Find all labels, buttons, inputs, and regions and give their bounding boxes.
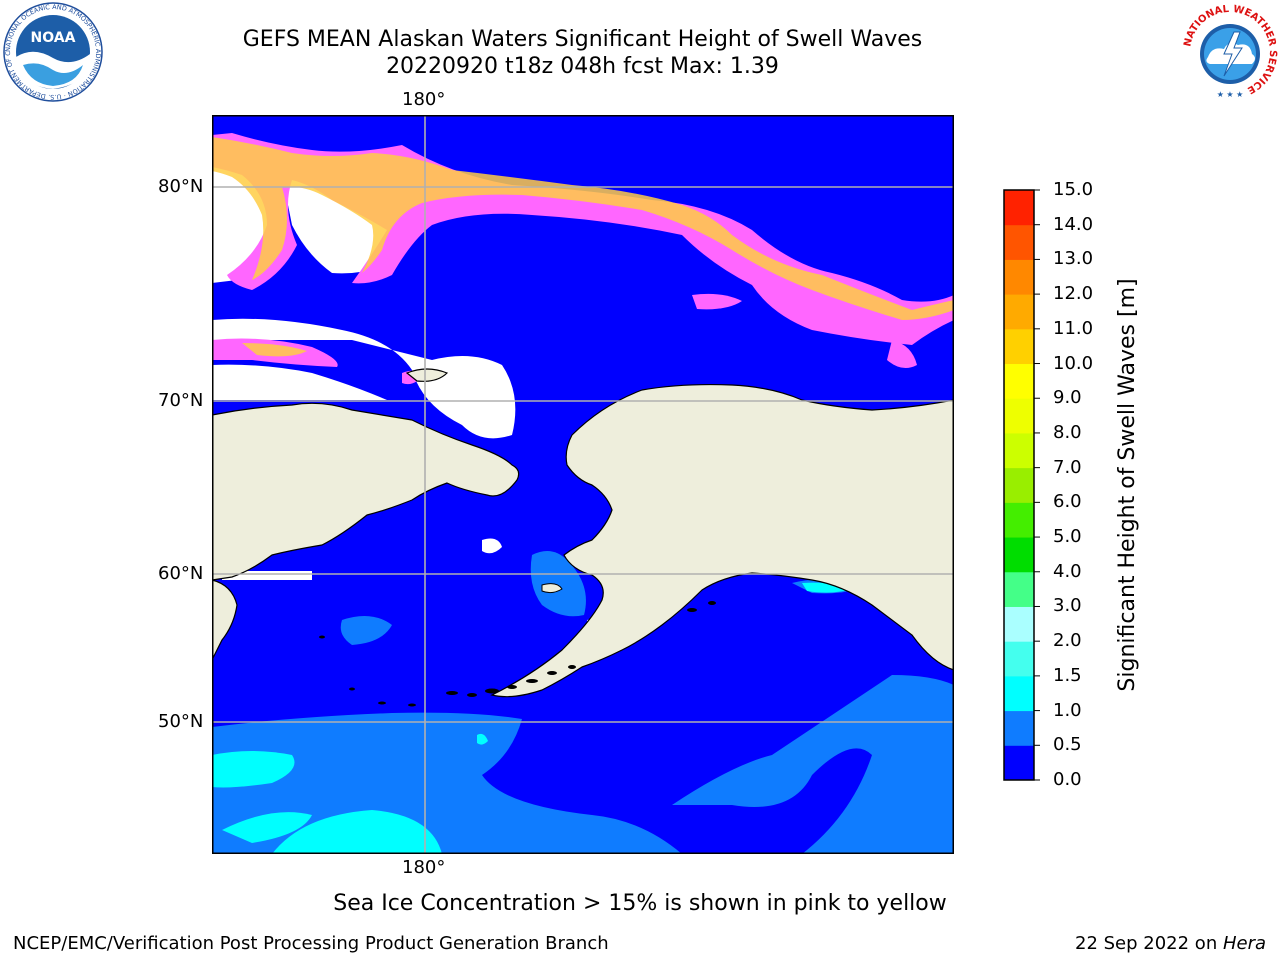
colorbar-segment: [1004, 363, 1034, 399]
lat-label-70n: 70°N: [158, 390, 204, 411]
nws-logo: NATIONAL WEATHER SERVICE ★ ★ ★: [1182, 4, 1278, 100]
map-panel[interactable]: [212, 115, 954, 854]
lat-label-50n: 50°N: [158, 711, 204, 732]
colorbar-tick-label: 0.0: [1053, 769, 1082, 790]
swell-zone-high-2: [222, 812, 312, 843]
noaa-logo: NATIONAL OCEANIC AND ATMOSPHERIC ADMINIS…: [3, 2, 103, 102]
colorbar-tick-label: 15.0: [1053, 179, 1094, 200]
swell-zone-high-5: [477, 733, 488, 745]
swell-zone-bering-west: [340, 616, 392, 645]
colorbar-segment: [1004, 537, 1034, 573]
no-data-area-4: [212, 364, 387, 400]
aleutian-islands: [319, 601, 716, 707]
swell-zone-high: [212, 751, 295, 788]
colorbar-label: Significant Height of Swell Waves [m]: [1115, 278, 1140, 692]
colorbar-tick-label: 8.0: [1053, 421, 1082, 443]
land-island-nunivak: [541, 583, 563, 594]
colorbar-segment: [1004, 190, 1034, 226]
colorbar-segment: [1004, 398, 1034, 434]
footer-date-text: 22 Sep 2022 on: [1075, 933, 1223, 954]
noaa-text: NOAA: [31, 30, 76, 46]
colorbar-tick-label: 6.0: [1053, 491, 1082, 513]
colorbar-tick-label: 14.0: [1053, 213, 1094, 235]
map-frame: [212, 115, 954, 854]
colorbar-tick-label: 0.5: [1053, 734, 1082, 756]
land-kamchatka: [212, 579, 238, 661]
land-alaska: [490, 383, 954, 698]
chart-title: GEFS MEAN Alaskan Waters Significant Hei…: [242, 27, 923, 52]
colorbar-tick-label: 7.0: [1053, 456, 1082, 478]
lat-label-60n: 60°N: [158, 563, 204, 584]
sea-ice-note: Sea Ice Concentration > 15% is shown in …: [333, 891, 947, 916]
colorbar-segment: [1004, 294, 1034, 330]
swell-zone-high-4: [802, 582, 852, 593]
colorbar-segment: [1004, 571, 1034, 607]
colorbar-tick-label: 11.0: [1053, 317, 1094, 339]
footer-credit: NCEP/EMC/Verification Post Processing Pr…: [13, 933, 609, 954]
sea-ice-west-strip-core: [242, 343, 307, 357]
colorbar-tick-label: 4.0: [1053, 560, 1082, 582]
svg-text:★ ★ ★: ★ ★ ★: [1217, 90, 1244, 99]
sea-ice-patch-east-2: [887, 340, 917, 369]
lon-label-bottom: 180°: [402, 857, 446, 878]
land-st-lawrence: [405, 368, 449, 382]
colorbar-segment: [1004, 467, 1034, 503]
colorbar-tick-label: 3.0: [1053, 595, 1082, 617]
lat-label-80n: 80°N: [158, 176, 204, 197]
colorbar-tick-label: 5.0: [1053, 526, 1082, 548]
colorbar-segment: [1004, 675, 1034, 712]
sea-ice-patch-east: [692, 293, 742, 310]
colorbar-tick-label: 1.5: [1053, 664, 1082, 686]
colorbar-segment: [1004, 710, 1034, 746]
sea-ice-core: [212, 137, 954, 320]
colorbar-segment: [1004, 606, 1034, 642]
colorbar-tick-label: 12.0: [1053, 283, 1094, 305]
colorbar-segment: [1004, 432, 1034, 469]
swell-zone-high-3: [272, 810, 442, 854]
no-data-area-3: [212, 318, 516, 439]
colorbar-segment: [1004, 328, 1034, 365]
colorbar-tick-label: 10.0: [1053, 352, 1094, 374]
graticule: [212, 115, 954, 854]
colorbar-segment: [1004, 745, 1034, 781]
colorbar-segment: [1004, 224, 1034, 260]
colorbar-frame: [1003, 189, 1035, 781]
footer-date: 22 Sep 2022 on Hera: [1075, 933, 1266, 954]
footer-host: Hera: [1222, 933, 1266, 954]
swell-zone-mid-east: [672, 675, 954, 854]
colorbar-tick-label: 1.0: [1053, 699, 1082, 721]
lon-label-top: 180°: [402, 89, 446, 110]
colorbar: [1003, 189, 1040, 781]
colorbar-segment: [1004, 259, 1034, 295]
no-data-area-6: [482, 538, 502, 554]
colorbar-segment: [1004, 502, 1034, 538]
colorbar-tick-label: 13.0: [1053, 248, 1094, 270]
chart-subtitle: 20220920 t18z 048h fcst Max: 1.39: [386, 54, 779, 79]
swell-zone-bering: [530, 551, 586, 617]
land-chukotka: [212, 402, 520, 581]
colorbar-segment: [1004, 641, 1034, 677]
colorbar-tick-label: 2.0: [1053, 630, 1082, 652]
colorbar-tick-label: 9.0: [1053, 387, 1082, 409]
